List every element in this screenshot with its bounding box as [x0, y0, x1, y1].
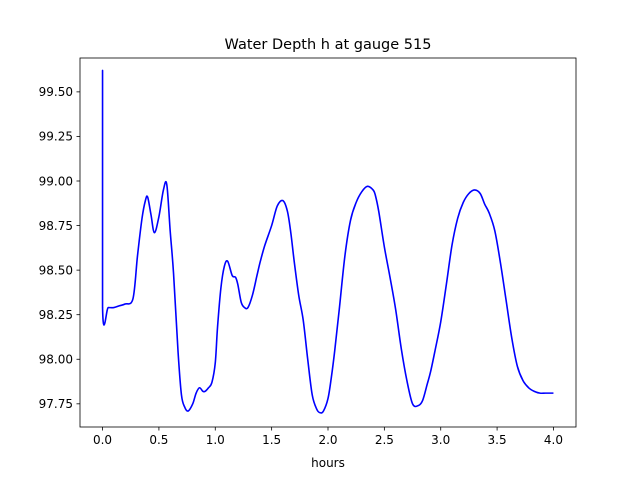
y-tick-label: 99.00 [39, 174, 73, 188]
series-line [101, 69, 554, 414]
y-tick-label: 98.75 [39, 219, 73, 233]
series-layer [101, 69, 554, 414]
x-tick-label: 3.0 [431, 433, 450, 447]
x-axis: 0.0 0.5 1.0 1.5 2.0 2.5 3.0 3.5 4.0 [93, 427, 563, 447]
y-tick-label: 98.25 [39, 308, 73, 322]
y-axis: 97.75 98.00 98.25 98.50 98.75 99.00 99.25 99.50 [39, 85, 80, 411]
x-tick-label: 1.0 [206, 433, 225, 447]
y-tick-label: 98.00 [39, 353, 73, 367]
y-tick-label: 98.50 [39, 263, 73, 277]
x-tick-label: 2.5 [375, 433, 394, 447]
x-tick-label: 2.0 [318, 433, 337, 447]
x-tick-label: 0.0 [93, 433, 112, 447]
plot-frame [79, 57, 577, 428]
y-tick-label: 99.50 [39, 85, 73, 99]
x-tick-label: 3.5 [488, 433, 507, 447]
y-tick-label: 99.25 [39, 130, 73, 144]
y-tick-label: 97.75 [39, 397, 73, 411]
x-tick-label: 4.0 [544, 433, 563, 447]
x-tick-label: 0.5 [149, 433, 168, 447]
chart-title: Water Depth h at gauge 515 [225, 37, 432, 53]
x-tick-label: 1.5 [262, 433, 281, 447]
x-axis-label: hours [311, 456, 345, 470]
